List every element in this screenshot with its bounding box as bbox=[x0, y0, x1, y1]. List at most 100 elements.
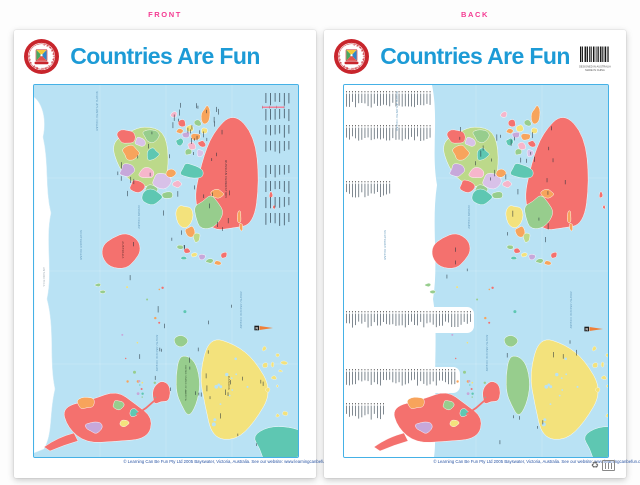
country-region bbox=[237, 210, 242, 224]
country-region bbox=[183, 247, 191, 254]
country-region bbox=[116, 129, 136, 144]
svg-text:N: N bbox=[585, 327, 588, 331]
country-region bbox=[513, 247, 521, 254]
ocean-label: INDIAN OCEAN bbox=[137, 205, 141, 229]
country-region bbox=[146, 147, 160, 161]
canada-region bbox=[530, 339, 599, 440]
world-map-back: SOUTHERN OCEAN SOUTH ATLANTIC OCEAN INDIAN… bbox=[343, 84, 609, 458]
copyright-footer: © Learning Can Be Fun Pty Ltd 2005 Baysw… bbox=[123, 459, 343, 464]
micro-country-labels bbox=[117, 102, 264, 446]
country-region bbox=[517, 141, 527, 150]
ocean-label: NORTH PACIFIC OCEAN bbox=[239, 292, 243, 330]
island-dots bbox=[121, 286, 187, 398]
island-legend-lists bbox=[265, 93, 290, 226]
print-certification-marks: ♻ bbox=[591, 460, 615, 471]
india-region bbox=[505, 205, 524, 228]
india-region bbox=[175, 205, 194, 228]
front-label: FRONT bbox=[148, 10, 182, 19]
back-label: BACK bbox=[460, 10, 490, 19]
country-region bbox=[491, 191, 503, 199]
country-region bbox=[540, 188, 554, 199]
ocean-label: SOUTHERN OCEAN bbox=[383, 230, 387, 261]
country-region bbox=[506, 128, 514, 134]
country-region bbox=[530, 105, 541, 125]
country-number-marks bbox=[446, 126, 577, 445]
country-region bbox=[176, 128, 184, 134]
country-region bbox=[197, 140, 206, 148]
island-dots bbox=[451, 286, 517, 398]
country-region bbox=[495, 168, 507, 178]
country-region bbox=[180, 256, 187, 261]
country-region bbox=[119, 163, 135, 177]
made-in-line1: DESIGNED IN AUSTRALIA bbox=[579, 65, 611, 69]
country-region bbox=[77, 397, 95, 409]
country-region bbox=[550, 251, 558, 259]
country-region bbox=[528, 254, 536, 261]
country-region bbox=[187, 141, 197, 150]
country-region bbox=[520, 133, 531, 141]
country-region bbox=[415, 421, 433, 434]
country-region bbox=[507, 119, 516, 128]
country-region bbox=[567, 210, 572, 224]
country-region bbox=[515, 124, 524, 132]
country-region bbox=[449, 163, 465, 177]
country-region bbox=[503, 335, 519, 348]
learning-can-be-fun-logo-icon: LEARNING CAN BE FUN bbox=[333, 38, 370, 75]
canada-lakes bbox=[211, 357, 249, 427]
ocean-label: INDIAN OCEAN bbox=[467, 205, 471, 229]
united-states-region bbox=[505, 355, 530, 415]
country-region bbox=[85, 421, 103, 434]
country-region bbox=[198, 254, 206, 261]
country-region bbox=[602, 204, 606, 210]
country-region bbox=[514, 148, 523, 156]
learning-can-be-fun-logo-icon: LEARNING CAN BE FUN bbox=[23, 38, 60, 75]
country-region bbox=[210, 188, 224, 199]
country-region bbox=[544, 260, 552, 266]
australia-label: AUSTRALIA bbox=[121, 241, 125, 258]
country-region bbox=[190, 133, 201, 141]
country-region bbox=[502, 180, 512, 188]
country-region bbox=[500, 111, 508, 118]
country-region bbox=[191, 252, 198, 258]
country-region bbox=[424, 282, 432, 287]
country-region bbox=[523, 232, 531, 243]
country-region bbox=[535, 258, 544, 264]
country-region bbox=[201, 127, 208, 134]
country-region bbox=[122, 144, 140, 161]
country-region bbox=[459, 179, 476, 193]
country-region bbox=[196, 149, 204, 158]
scale-bar bbox=[262, 105, 285, 109]
ocean-label: SOUTH ATLANTIC OCEAN bbox=[395, 91, 399, 131]
antarctica-label: ANTARCTICA bbox=[42, 267, 46, 286]
mexico-region bbox=[152, 381, 171, 404]
recycle-icon: ♻ bbox=[590, 460, 599, 470]
country-region bbox=[506, 244, 514, 250]
greenland-region bbox=[254, 426, 298, 457]
country-region bbox=[184, 226, 196, 238]
antarctica-region bbox=[34, 96, 56, 454]
canada-label: CANADA bbox=[227, 376, 231, 390]
barcode: DESIGNED IN AUSTRALIA MADE IN CHINA bbox=[576, 43, 614, 75]
country-region bbox=[449, 419, 460, 427]
country-region bbox=[184, 148, 193, 156]
country-region bbox=[142, 129, 160, 143]
country-region bbox=[442, 400, 455, 411]
country-region bbox=[112, 400, 125, 411]
country-region bbox=[173, 335, 189, 348]
arctic-archipelago bbox=[592, 345, 608, 418]
country-region bbox=[527, 140, 536, 148]
canada-region bbox=[200, 339, 269, 440]
certification-icon bbox=[602, 460, 615, 471]
country-region bbox=[176, 244, 184, 250]
china-region bbox=[524, 195, 553, 229]
ocean-label: NORTH PACIFIC OCEAN bbox=[569, 292, 573, 330]
country-region bbox=[181, 131, 190, 139]
country-region bbox=[200, 105, 211, 125]
country-region bbox=[141, 188, 163, 206]
country-region bbox=[531, 127, 538, 134]
country-region bbox=[180, 163, 204, 179]
country-region bbox=[569, 223, 573, 232]
numbered-country-list bbox=[346, 91, 471, 420]
ocean-label: SOUTH ATLANTIC OCEAN bbox=[95, 91, 99, 131]
